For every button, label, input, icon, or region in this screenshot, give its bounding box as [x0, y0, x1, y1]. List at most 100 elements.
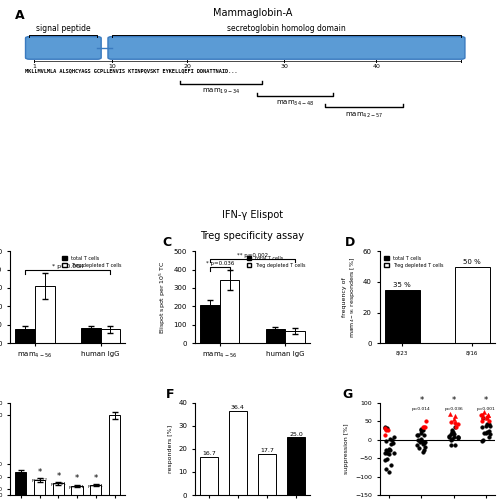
Point	[382, 437, 390, 445]
Text: *: *	[38, 468, 42, 476]
Point	[387, 440, 395, 448]
Point	[486, 420, 494, 428]
Point	[482, 412, 490, 420]
Text: secretoglobin homolog domain: secretoglobin homolog domain	[227, 24, 346, 34]
Text: mam$_{34-48}$: mam$_{34-48}$	[276, 98, 314, 108]
Bar	[385, 290, 420, 343]
Point	[450, 434, 458, 442]
Text: 36.4: 36.4	[231, 406, 245, 410]
Point	[384, 426, 392, 434]
Point	[382, 426, 390, 434]
Point	[418, 437, 426, 445]
Text: 10: 10	[108, 64, 116, 69]
Point	[446, 410, 454, 418]
Point	[478, 422, 486, 430]
Point	[420, 448, 428, 456]
Point	[384, 449, 392, 457]
Point	[486, 422, 494, 430]
Point	[383, 455, 391, 463]
Point	[447, 418, 455, 426]
Point	[480, 430, 488, 438]
Point	[414, 436, 422, 444]
Text: 1: 1	[32, 64, 36, 69]
Text: Treg specificity assay: Treg specificity assay	[200, 231, 304, 241]
Point	[384, 424, 392, 432]
Point	[482, 430, 490, 438]
Text: signal peptide: signal peptide	[36, 24, 90, 34]
Point	[448, 436, 456, 444]
Bar	[266, 330, 285, 343]
Text: *: *	[56, 472, 60, 481]
Point	[387, 462, 395, 469]
Point	[477, 411, 485, 419]
Point	[478, 437, 486, 445]
Point	[451, 420, 459, 428]
Text: F: F	[166, 388, 174, 401]
Bar	[72, 486, 83, 495]
Point	[416, 438, 424, 446]
Text: ** p=0.002: ** p=0.002	[237, 253, 268, 258]
Point	[447, 441, 455, 449]
Bar	[200, 306, 220, 343]
Point	[420, 440, 428, 448]
Text: p<0.01: p<0.01	[69, 485, 85, 489]
Point	[381, 424, 389, 432]
Text: 25.0: 25.0	[290, 432, 303, 436]
Point	[413, 432, 421, 440]
Point	[484, 411, 492, 419]
Text: Mammaglobin-A: Mammaglobin-A	[213, 8, 292, 18]
Point	[418, 424, 426, 432]
Point	[445, 432, 453, 440]
Point	[452, 423, 460, 431]
Point	[479, 413, 487, 421]
Point	[382, 449, 390, 457]
Text: 17.7: 17.7	[260, 448, 274, 454]
Bar	[288, 438, 305, 495]
Point	[486, 430, 494, 438]
Y-axis label: suppression [%]: suppression [%]	[344, 424, 350, 474]
Point	[382, 446, 390, 454]
Text: 30: 30	[280, 64, 288, 69]
Point	[414, 431, 422, 439]
Y-axis label: Elispot spot per 10$^5$ TC: Elispot spot per 10$^5$ TC	[158, 260, 168, 334]
Point	[381, 456, 389, 464]
Text: 8/16: 8/16	[466, 351, 478, 356]
Legend: total T cells, Treg depleted T cells: total T cells, Treg depleted T cells	[382, 254, 445, 270]
Text: A: A	[15, 9, 24, 22]
Y-axis label: responders [%]: responders [%]	[168, 425, 172, 473]
Point	[418, 426, 426, 434]
Text: 16.7: 16.7	[202, 450, 215, 456]
Point	[381, 423, 389, 431]
Point	[483, 414, 491, 422]
Point	[480, 408, 488, 416]
Point	[478, 417, 486, 425]
Text: *: *	[484, 396, 488, 405]
Point	[389, 439, 397, 447]
Point	[386, 446, 394, 454]
Text: p=0.02: p=0.02	[32, 478, 48, 482]
Legend: total T cells, Treg depleted T cells: total T cells, Treg depleted T cells	[244, 254, 308, 270]
Point	[479, 436, 487, 444]
Text: p<0.001: p<0.001	[476, 408, 495, 412]
Point	[452, 422, 460, 430]
Point	[454, 433, 462, 441]
Point	[448, 430, 456, 438]
Bar	[15, 472, 26, 495]
Bar	[15, 329, 35, 343]
Point	[390, 434, 398, 442]
Point	[450, 440, 458, 448]
Bar	[200, 456, 218, 495]
Point	[418, 429, 426, 437]
Text: 20: 20	[183, 64, 191, 69]
Text: G: G	[342, 388, 353, 401]
Point	[482, 422, 490, 430]
Point	[417, 426, 425, 434]
FancyBboxPatch shape	[26, 36, 101, 59]
Text: p=0.014: p=0.014	[412, 408, 431, 412]
Point	[420, 432, 428, 440]
Text: 40: 40	[372, 64, 380, 69]
Text: mam$_{19-34}$: mam$_{19-34}$	[202, 87, 240, 96]
Point	[381, 424, 389, 432]
Bar	[90, 485, 102, 495]
Point	[416, 426, 424, 434]
